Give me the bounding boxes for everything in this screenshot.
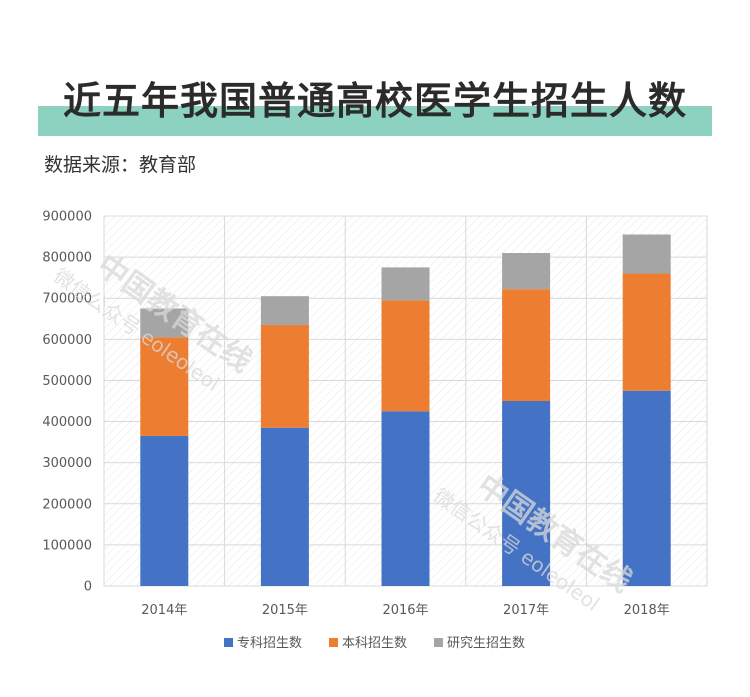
bar-segment [140, 337, 189, 436]
legend-label: 本科招生数 [342, 636, 407, 651]
chart-title: 近五年我国普通高校医学生招生人数 [62, 79, 687, 123]
y-tick-label: 400000 [42, 415, 92, 430]
legend-swatch [224, 638, 233, 647]
y-tick-label: 600000 [42, 333, 92, 348]
bar-segment [140, 308, 189, 338]
legend: 专科招生数 本科招生数 研究生招生数 [224, 636, 525, 651]
y-tick-label: 200000 [42, 497, 92, 512]
legend-label: 研究生招生数 [447, 636, 525, 651]
bar-segment [140, 435, 189, 586]
y-tick-label: 100000 [42, 538, 92, 553]
x-tick-label: 2016年 [382, 603, 428, 618]
bar-segment [502, 289, 551, 401]
bar-segment [260, 427, 309, 586]
bar-segment [622, 273, 671, 391]
y-tick-label: 900000 [42, 210, 92, 225]
bar-segment [622, 234, 671, 274]
bar-segment [381, 267, 430, 301]
x-tick-label: 2017年 [503, 603, 549, 618]
bar-segment [260, 324, 309, 428]
x-axis-ticks: 2014年 2015年 2016年 2017年 2018年 [141, 603, 669, 618]
bars [140, 234, 671, 586]
x-tick-label: 2015年 [262, 603, 308, 618]
y-tick-label: 300000 [42, 456, 92, 471]
y-tick-label: 700000 [42, 292, 92, 307]
data-source: 数据来源：教育部 [44, 154, 197, 176]
y-tick-label: 500000 [42, 374, 92, 389]
title-accent-band [38, 106, 712, 136]
legend-swatch [329, 638, 338, 647]
x-tick-label: 2018年 [624, 603, 670, 618]
bar-segment [502, 401, 551, 586]
legend-swatch [434, 638, 443, 647]
y-tick-label: 0 [84, 580, 92, 595]
y-axis-ticks: 0 100000 200000 300000 400000 500000 600000 700… [42, 210, 92, 595]
bar-segment [381, 300, 430, 412]
legend-label: 专科招生数 [237, 636, 302, 651]
x-tick-label: 2014年 [141, 603, 187, 618]
y-tick-label: 800000 [42, 251, 92, 266]
bar-segment [502, 253, 551, 290]
bar-segment [622, 390, 671, 586]
bar-segment [260, 296, 309, 325]
bar-segment [381, 411, 430, 586]
